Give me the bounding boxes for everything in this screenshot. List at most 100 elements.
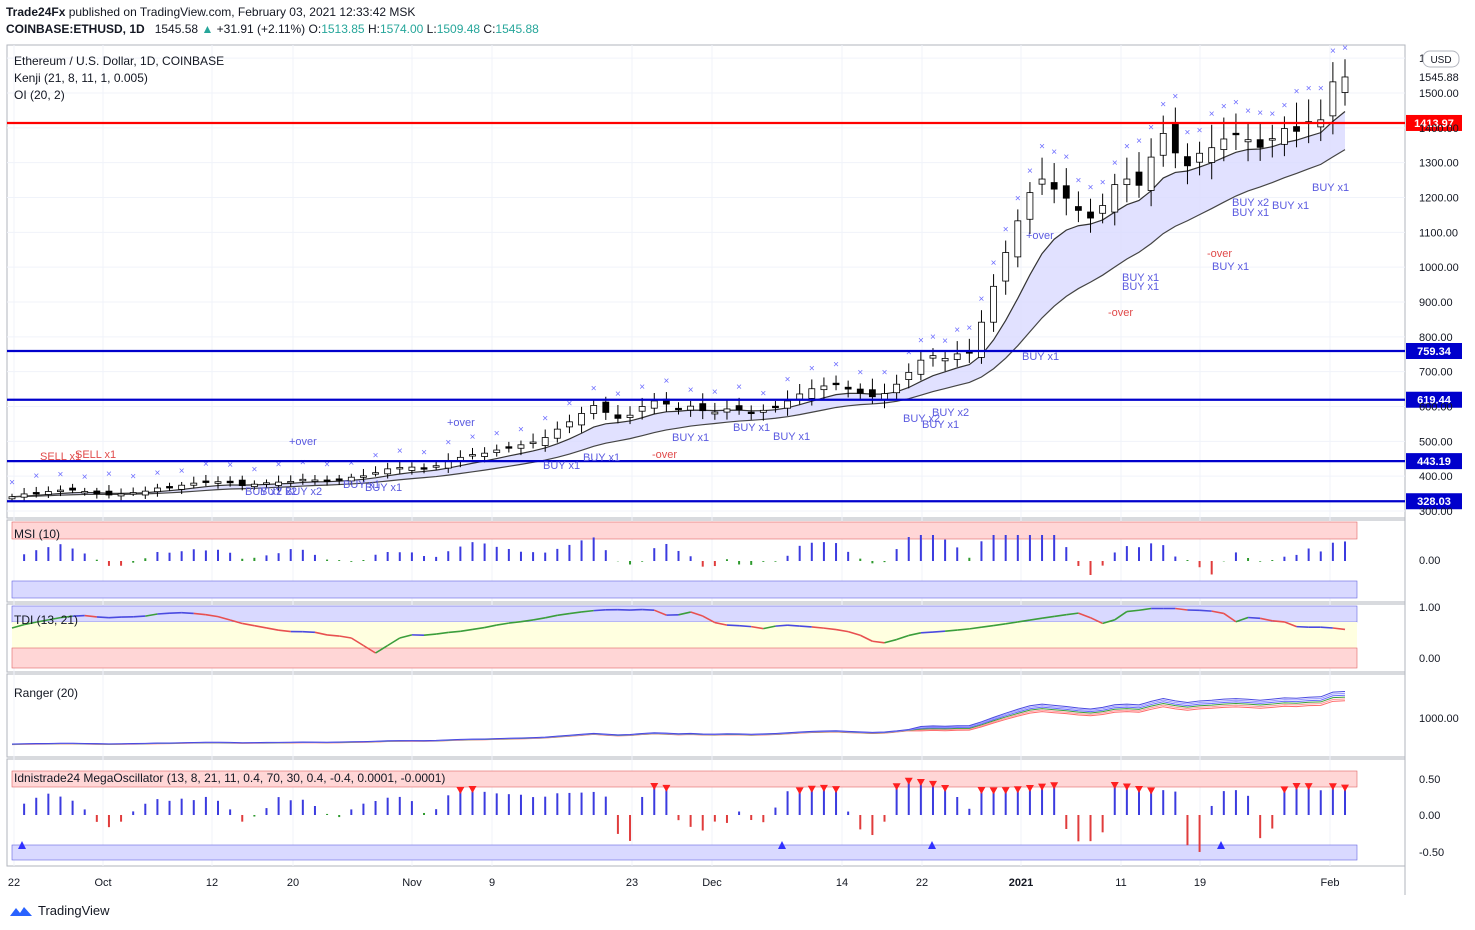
time-tick-label: 11: [1115, 877, 1126, 889]
level-label: 619.44: [1417, 395, 1452, 407]
tdi-line-segment: [1175, 607, 1188, 611]
tdi-line-segment: [1054, 613, 1067, 618]
signal-cross: ×: [276, 460, 282, 471]
candle-body: [614, 414, 622, 419]
signal-cross: ×: [1294, 87, 1300, 98]
publish-line: Trade24Fx published on TradingView.com, …: [6, 5, 415, 19]
mega-sell-marker: [1328, 783, 1337, 791]
candle-body: [723, 408, 731, 413]
footer-brand[interactable]: TradingView: [38, 903, 110, 918]
time-tick-label: 12: [206, 877, 218, 889]
tdi-line-segment: [823, 627, 837, 631]
candle-body: [238, 479, 246, 486]
tdi-line-segment: [1296, 625, 1309, 629]
candle-body: [1232, 132, 1240, 136]
price-pane: Ethereum / U.S. Dollar, 1D, COINBASE Kenj…: [7, 43, 1405, 503]
tdi-line-segment: [229, 619, 243, 625]
signal-cross: ×: [227, 460, 233, 471]
signal-cross: ×: [251, 464, 257, 475]
signal-cross: ×: [1330, 46, 1336, 57]
change-arrow-icon: ▲: [201, 22, 214, 36]
mega-sell-marker: [1280, 786, 1289, 794]
tdi-line-segment: [423, 633, 437, 636]
mega-sell-marker: [1134, 785, 1143, 793]
candle-body: [275, 481, 283, 486]
tdi-line-segment: [48, 616, 61, 621]
candle-body: [1281, 128, 1288, 145]
tdi-lower-band: [11, 647, 1358, 669]
candle-body: [1293, 126, 1300, 132]
candle-body: [44, 491, 52, 495]
signal-cross: ×: [1172, 92, 1178, 103]
tdi-line-segment: [993, 622, 1006, 627]
candle-body: [602, 401, 610, 413]
tdi-line-segment: [520, 619, 534, 623]
signal-cross: ×: [154, 468, 160, 479]
candle-body: [396, 467, 404, 470]
tdi-line-segment: [545, 614, 558, 619]
tdi-line-segment: [957, 628, 970, 631]
signal-cross: ×: [82, 472, 88, 483]
candle-body: [1268, 138, 1276, 141]
signal-cross: ×: [857, 367, 863, 378]
signal-cross: ×: [421, 447, 427, 458]
high-label: H:: [367, 22, 380, 36]
quote-line: COINBASE:ETHUSD, 1D 1545.58 ▲ +31.91 (+2…: [6, 22, 539, 36]
signal-cross: ×: [1245, 106, 1251, 117]
tdi-line-segment: [1272, 619, 1285, 623]
level-badge: [1406, 391, 1462, 408]
tradingview-logo-icon: [10, 906, 32, 916]
tdi-line-segment: [714, 621, 728, 626]
candle-body: [650, 400, 658, 409]
price-tick-label: 700.00: [1419, 367, 1453, 379]
buy-annotation: BUY x1: [1232, 207, 1269, 219]
time-tick-label: Feb: [1321, 877, 1340, 889]
signal-cross: ×: [1063, 152, 1069, 163]
tdi-line-segment: [896, 634, 910, 641]
signal-cross: ×: [688, 385, 694, 396]
over-down-annotation: -over: [652, 449, 677, 461]
signal-cross: ×: [1221, 102, 1227, 113]
candle-body: [638, 406, 646, 412]
pane-label: Idnistrade24 MegaOscillator (13, 8, 21, …: [14, 771, 445, 785]
last-price: 1545.58: [154, 22, 199, 36]
candle-body: [1329, 81, 1337, 117]
candle-body: [166, 486, 173, 489]
signal-cross: ×: [991, 258, 997, 269]
candle-body: [893, 383, 901, 394]
main-pane-frame: [6, 44, 1406, 519]
low-value: 1509.48: [436, 22, 481, 36]
over-up-annotation: +over: [447, 417, 475, 429]
signal-cross: ×: [9, 478, 15, 489]
tdi-line-segment: [84, 614, 97, 618]
publisher-name[interactable]: Trade24Fx: [6, 5, 66, 19]
close-value: 1545.88: [495, 22, 539, 36]
candle-body: [626, 414, 634, 418]
candle-body: [796, 393, 804, 400]
tdi-line-segment: [242, 622, 255, 627]
tdi-line-segment: [436, 631, 449, 635]
tdi-line-segment: [484, 624, 497, 629]
candle-body: [93, 490, 101, 494]
signal-cross: ×: [179, 466, 185, 477]
last-price-label: 1545.88: [1419, 72, 1459, 84]
signal-cross: ×: [567, 399, 573, 410]
time-tick-label: Oct: [94, 877, 111, 889]
tdi-line-segment: [569, 611, 582, 615]
time-tick-label: 14: [836, 877, 848, 889]
candle-body: [323, 479, 331, 482]
mega-upper-band: [11, 770, 1358, 788]
tdi-line-segment: [1078, 612, 1091, 619]
signal-cross: ×: [1148, 122, 1154, 133]
signal-cross: ×: [833, 360, 839, 371]
candle-body: [141, 490, 149, 496]
mega-buy-marker: [778, 841, 786, 849]
mega-sell-marker: [1013, 786, 1022, 794]
tdi-line-segment: [387, 637, 401, 647]
candle-body: [1256, 139, 1264, 148]
level-badge: [1406, 493, 1462, 510]
candle-body: [1159, 133, 1167, 156]
price-axis: 22 Oct 12 20 Nov 9 23 Dec 14 22 2021 11 19 Feb 1413.97…: [8, 50, 1462, 889]
tdi-line-segment: [363, 644, 376, 654]
